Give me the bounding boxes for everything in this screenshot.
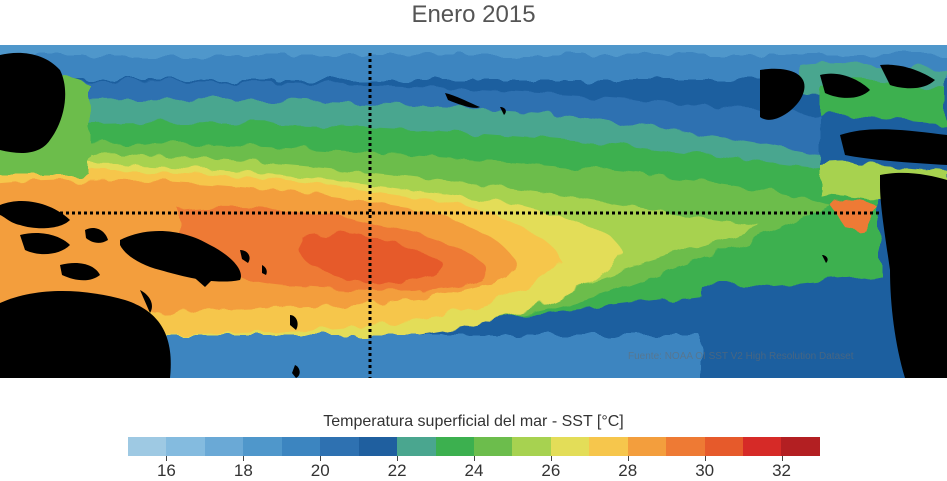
colorbar-tick-label: 18	[233, 461, 253, 480]
colorbar-swatch	[704, 437, 743, 456]
colorbar-swatch	[589, 437, 628, 456]
colorbar-tick	[474, 456, 475, 461]
colorbar-tick-label: 26	[541, 461, 561, 480]
land	[0, 52, 947, 378]
colorbar-swatch	[204, 437, 244, 456]
colorbar-tick	[397, 456, 399, 461]
colorbar-swatch	[550, 437, 590, 456]
colorbar-swatch	[243, 437, 282, 456]
colorbar-tick-label: 30	[695, 461, 715, 480]
colorbar-tick	[627, 456, 629, 461]
colorbar-swatch	[473, 437, 513, 456]
colorbar-tick-label: 22	[387, 461, 407, 480]
colorbar-swatch	[397, 437, 436, 456]
colorbar-tick-label: 24	[464, 461, 484, 480]
colorbar-tick	[243, 456, 245, 461]
colorbar-swatch	[281, 437, 321, 456]
colorbar-swatch	[166, 437, 205, 456]
colorbar-swatch	[358, 437, 398, 456]
source-credit: Fuente: NOAA OI SST V2 High Resolution D…	[628, 351, 854, 362]
colorbar-tick	[320, 456, 322, 461]
colorbar-tick	[166, 456, 168, 461]
colorbar	[128, 437, 820, 456]
colorbar-tick	[550, 456, 552, 461]
colorbar-tick-label: 20	[310, 461, 330, 480]
colorbar-swatch	[320, 437, 359, 456]
colorbar-tick-label: 28	[618, 461, 638, 480]
colorbar-tick	[781, 456, 783, 461]
colorbar-tick	[704, 456, 706, 461]
sst-map	[0, 45, 947, 378]
colorbar-swatch	[435, 437, 474, 456]
colorbar-swatch	[627, 437, 667, 456]
map-title: Enero 2015	[411, 1, 536, 28]
colorbar-swatch	[781, 437, 820, 456]
colorbar-title: Temperatura superficial del mar - SST [°…	[323, 413, 624, 430]
colorbar-swatch	[512, 437, 551, 456]
colorbar-tick-label: 32	[772, 461, 791, 480]
colorbar-swatch	[128, 437, 167, 456]
colorbar-swatch	[743, 437, 782, 456]
colorbar-tick-label: 16	[156, 461, 176, 480]
colorbar-swatch	[666, 437, 705, 456]
colorbar-ticks: 16 18 20 22 24 26 28 30 32	[128, 456, 820, 480]
